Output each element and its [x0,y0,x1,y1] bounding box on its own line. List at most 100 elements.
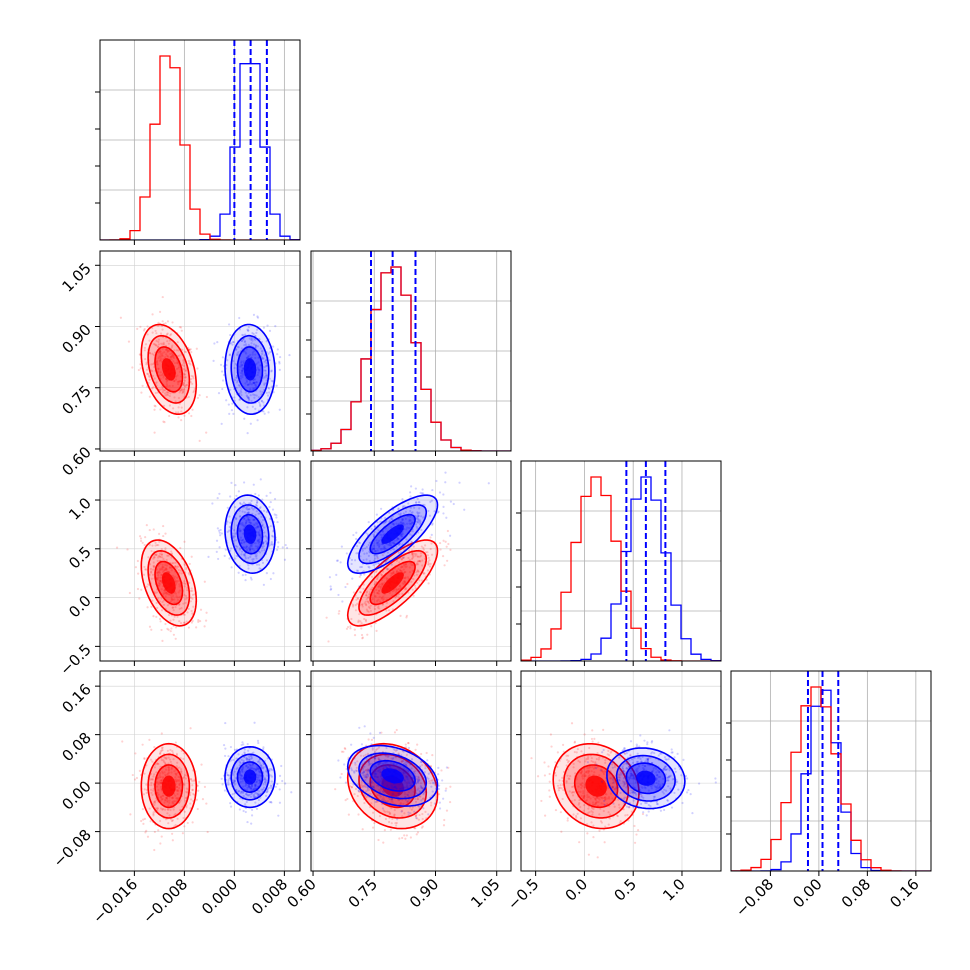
scatter-point [175,797,178,800]
scatter-point [427,562,430,565]
scatter-point [268,377,271,380]
scatter-point [250,808,254,811]
scatter-point [158,355,161,358]
scatter-point [161,639,164,642]
scatter-point [397,596,400,599]
scatter-point [161,600,164,604]
scatter-point [255,344,258,348]
scatter-point [406,800,409,804]
scatter-point [418,559,421,563]
scatter-point [622,763,625,766]
scatter-point [232,782,235,785]
scatter-point [240,387,243,391]
scatter-point [238,509,241,512]
scatter-point [632,790,635,793]
scatter-point [236,545,239,548]
scatter-point [401,532,405,535]
scatter-point [263,360,266,363]
scatter-point [176,778,180,782]
scatter-point [183,773,187,777]
scatter-point [229,495,232,498]
scatter-point [367,760,370,764]
scatter-point [247,383,251,386]
scatter-point [159,807,163,810]
scatter-point [178,620,181,623]
scatter-point [168,796,171,799]
scatter-point [395,728,398,732]
scatter-point [255,768,258,772]
scatter-point [153,343,157,346]
scatter-point [399,512,402,515]
scatter-point [343,746,346,750]
scatter-point [168,404,172,407]
scatter-point [254,785,257,788]
scatter-point [161,807,165,811]
scatter-point [161,386,164,390]
scatter-point [391,547,394,551]
scatter-point [419,554,423,557]
scatter-point [170,766,174,769]
scatter-point [166,332,169,335]
scatter-point [251,331,254,335]
scatter-point [162,343,166,346]
scatter-point [608,817,612,820]
scatter-point [390,518,393,521]
scatter-point [618,806,621,809]
scatter-point [266,324,269,327]
scatter-point [575,816,578,819]
scatter-point [260,764,263,767]
scatter-point [152,813,155,816]
scatter-point [250,342,253,345]
scatter-point [604,825,607,828]
scatter-point [487,482,490,485]
scatter-point [367,759,370,762]
scatter-point [265,791,268,794]
scatter-point [587,795,591,798]
scatter-point [257,356,260,360]
scatter-point [257,368,260,371]
scatter-point [268,505,271,509]
scatter-point [175,780,178,783]
scatter-point [415,816,418,820]
scatter-point [252,796,256,799]
scatter-point [399,568,402,572]
scatter-point [561,797,564,801]
scatter-point [270,370,273,373]
scatter-point [237,346,240,349]
scatter-point [359,620,362,623]
density-fill-series-b [243,769,257,785]
scatter-point [169,760,172,763]
scatter-point [412,770,416,773]
scatter-point [670,748,673,751]
scatter-point [251,767,254,770]
scatter-point [577,803,580,806]
scatter-point [162,389,166,392]
scatter-point [376,562,380,565]
scatter-point [359,754,363,757]
scatter-point [176,761,179,764]
scatter-point [223,754,227,758]
scatter-point [360,603,364,606]
scatter-point [420,515,423,518]
scatter-point [164,532,167,535]
scatter-point [185,790,188,793]
scatter-point [155,381,158,384]
scatter-point [177,416,180,419]
scatter-point [162,592,165,595]
scatter-point [245,348,248,351]
histogram-frame-3 [730,670,932,872]
scatter-point [159,576,162,579]
scatter-point [159,819,162,823]
scatter-point [255,381,258,384]
scatter-point [167,593,171,596]
scatter-point [249,382,252,385]
scatter-point [417,518,420,521]
scatter-point [419,784,422,788]
scatter-point [388,591,391,595]
scatter-point [176,790,180,793]
scatter-point [148,738,151,741]
scatter-point [372,547,376,551]
scatter-point [229,805,233,808]
scatter-point [584,799,587,802]
scatter-point [226,359,229,362]
